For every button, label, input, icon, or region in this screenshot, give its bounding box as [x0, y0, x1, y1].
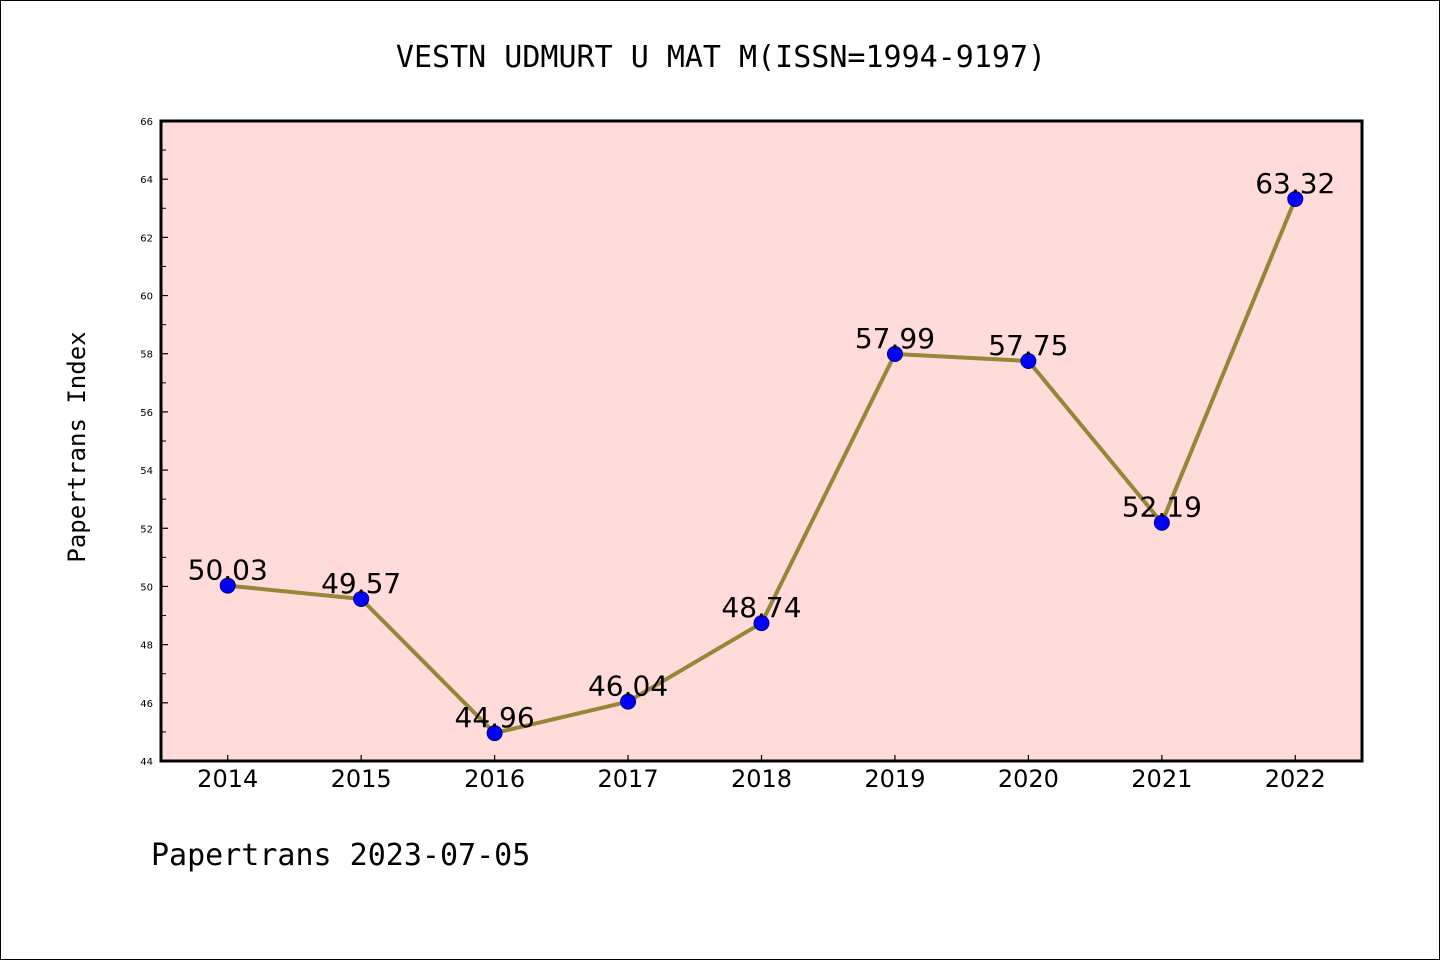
data-point — [620, 693, 637, 710]
y-tick-label: 48 — [140, 641, 153, 652]
data-label: 57.99 — [855, 322, 935, 355]
data-label: 63.32 — [1255, 167, 1335, 200]
y-tick-label: 46 — [140, 699, 153, 710]
data-labels: 50.03 49.57 44.96 46.04 48.74 57.99 57.75 52.19… — [188, 167, 1336, 734]
y-tick-label: 66 — [140, 117, 153, 128]
x-tick-label: 2014 — [197, 765, 258, 793]
x-axis-ticks: 2014 2015 2016 2017 2018 2019 2020 2021 2022 — [197, 755, 1326, 793]
x-tick-label: 2017 — [598, 765, 659, 793]
data-point — [353, 590, 370, 607]
data-point — [1020, 353, 1037, 369]
x-tick-label: 2016 — [464, 765, 525, 793]
data-label: 44.96 — [455, 701, 535, 734]
data-point — [886, 346, 903, 363]
y-axis-ticks: 44 46 48 50 52 54 56 58 60 62 64 66 — [140, 117, 168, 768]
x-tick-label: 2018 — [731, 765, 792, 793]
data-points — [219, 190, 1304, 742]
y-tick-label: 64 — [140, 175, 153, 186]
y-tick-label: 56 — [140, 408, 153, 419]
data-label: 50.03 — [188, 554, 268, 587]
x-tick-label: 2021 — [1131, 765, 1192, 793]
y-tick-label: 52 — [140, 524, 153, 535]
y-tick-label: 60 — [140, 292, 153, 303]
y-axis-label: Papertrans Index — [63, 331, 91, 562]
data-point — [1153, 514, 1170, 531]
data-label: 46.04 — [588, 670, 668, 703]
y-tick-label: 58 — [140, 350, 153, 361]
plot-area — [159, 119, 1364, 763]
data-label: 57.75 — [988, 329, 1068, 362]
data-point — [753, 615, 770, 632]
data-label: 49.57 — [321, 567, 401, 600]
x-tick-label: 2019 — [864, 765, 925, 793]
y-tick-label: 50 — [140, 582, 153, 593]
x-tick-label: 2015 — [331, 765, 392, 793]
data-point — [1287, 190, 1304, 207]
x-tick-label: 2020 — [998, 765, 1059, 793]
data-label: 52.19 — [1122, 491, 1202, 524]
y-tick-label: 54 — [140, 466, 153, 477]
y-tick-label: 62 — [140, 233, 153, 244]
data-point — [486, 725, 503, 742]
y-tick-label: 44 — [140, 757, 153, 768]
chart-title: VESTN UDMURT U MAT M(ISSN=1994-9197) — [396, 40, 1046, 75]
data-label: 48.74 — [721, 591, 801, 624]
x-tick-label: 2022 — [1265, 765, 1326, 793]
footer-text: Papertrans 2023-07-05 — [151, 838, 530, 873]
data-point — [219, 577, 236, 594]
